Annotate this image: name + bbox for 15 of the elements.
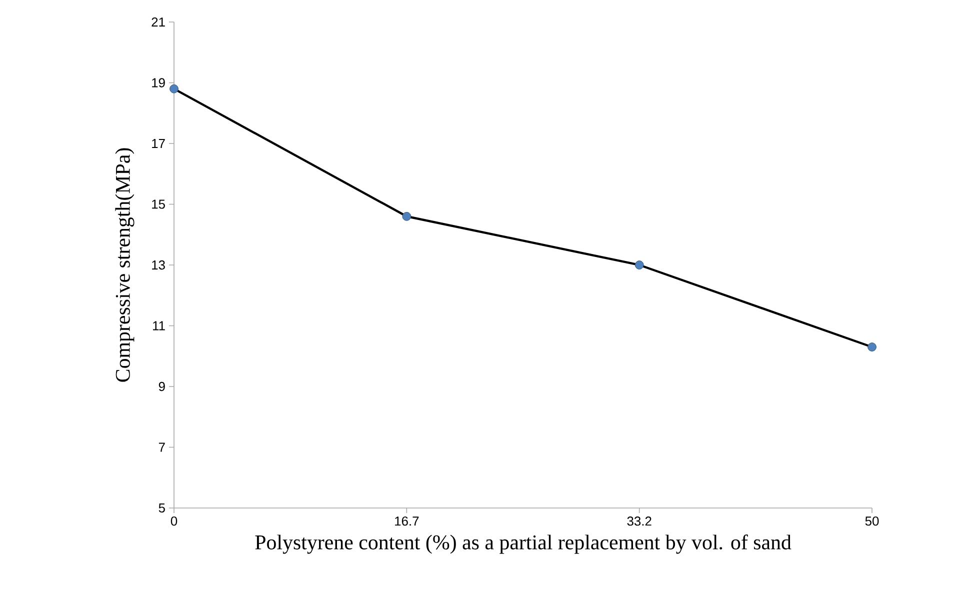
y-tick-label: 15 bbox=[152, 200, 165, 209]
y-tick-label: 5 bbox=[158, 503, 165, 512]
y-axis-title: Compressive strength(MPa) bbox=[115, 148, 134, 382]
y-tick-label: 19 bbox=[152, 78, 165, 88]
y-tick-label: 17 bbox=[152, 139, 165, 148]
x-tick-label: 0 bbox=[170, 516, 178, 526]
x-tick-label: 33.2 bbox=[627, 516, 652, 526]
y-tick-label: 21 bbox=[152, 17, 165, 27]
x-axis-title: Polystyrene content (%) as a partial replacement by vol. of sand bbox=[255, 534, 792, 554]
x-tick-label: 16.7 bbox=[395, 516, 419, 526]
y-tick-label: 7 bbox=[158, 442, 165, 452]
y-tick-label: 13 bbox=[152, 260, 165, 270]
x-tick-label: 50 bbox=[865, 516, 879, 526]
y-tick-label: 9 bbox=[158, 382, 165, 392]
y-tick-label: 11 bbox=[153, 321, 165, 330]
